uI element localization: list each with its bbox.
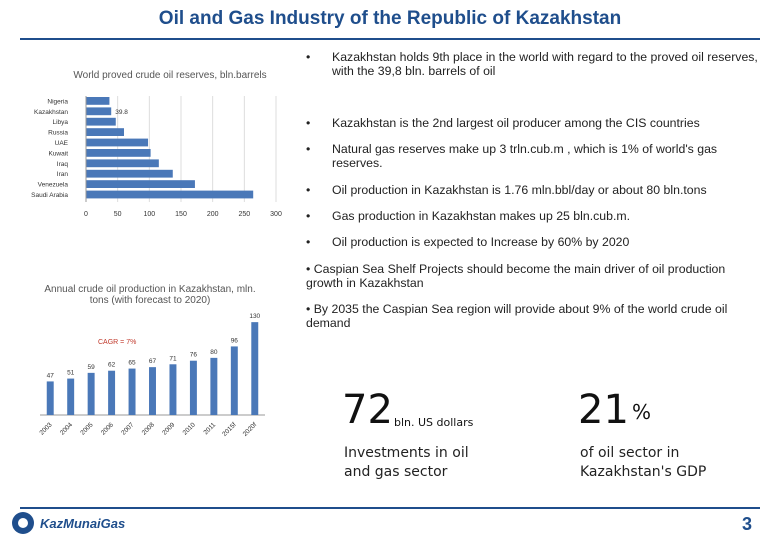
data-label: 80 [210, 349, 218, 356]
page-title: Oil and Gas Industry of the Republic of … [158, 8, 622, 29]
bar [108, 370, 116, 415]
bar [87, 372, 95, 415]
gdp-share-caption: of oil sector in Kazakhstan's GDP [580, 445, 707, 480]
data-label: 130 [249, 313, 260, 320]
bullet-icon: • [306, 235, 311, 249]
bar [251, 322, 259, 415]
cagr-annotation: CAGR = 7% [98, 339, 136, 346]
category-label: UAE [55, 140, 69, 147]
bullet-icon: • [306, 183, 311, 197]
bar [149, 367, 156, 415]
category-label: Iran [57, 171, 69, 178]
bar [230, 346, 238, 415]
bar [86, 190, 254, 199]
investment-unit: bln. US dollars [394, 416, 474, 429]
category-label: Kazakhstan [34, 109, 68, 116]
footer-divider [20, 507, 760, 509]
production-chart: CAGR = 7% 47 2003 51 2004 59 2005 62 2006 65 2007 6… [38, 313, 265, 438]
tick-label: 200 [207, 211, 219, 218]
data-label: 71 [169, 355, 177, 362]
bar [86, 107, 112, 116]
bar [67, 378, 75, 415]
investment-value: 72 [342, 387, 393, 433]
page-number: 3 [741, 514, 752, 534]
tick-label: 250 [238, 211, 250, 218]
tick-label: 2015f [221, 421, 238, 438]
gdp-share-unit: % [632, 400, 652, 424]
tick-label: 2011 [202, 421, 217, 436]
category-label: Venezuela [38, 182, 69, 189]
reserves-chart-title: World proved crude oil reserves, bln.bar… [73, 70, 267, 81]
production-chart-title: Annual crude oil production in Kazakhsta… [44, 284, 256, 306]
category-label: Iraq [57, 161, 69, 168]
data-label: 47 [47, 372, 55, 379]
tick-label: 2007 [120, 421, 135, 436]
category-label: Russia [48, 130, 68, 137]
bar [86, 159, 159, 168]
tick-label: 100 [143, 211, 155, 218]
category-label: Saudi Arabia [31, 192, 68, 199]
reserves-chart: 0 50 100 150 200 250 300 Nigeria Kazakhstan 39.8 L… [31, 96, 282, 218]
tick-label: 0 [84, 211, 88, 218]
title-divider [20, 38, 760, 40]
tick-label: 2020f [242, 421, 259, 438]
tick-label: 2003 [38, 421, 53, 436]
category-label: Libya [52, 119, 68, 126]
investment-caption: Investments in oil and gas sector [344, 445, 469, 480]
tick-label: 2004 [59, 421, 74, 436]
bar [86, 138, 149, 147]
bullet-icon: • [306, 50, 311, 64]
category-label: Nigeria [47, 98, 68, 105]
data-label: 67 [149, 358, 157, 365]
bullet-icon: • [306, 209, 311, 223]
bar [46, 381, 54, 415]
bar [86, 97, 110, 105]
bullet-icon: • [306, 142, 311, 156]
bar [86, 180, 195, 188]
gdp-share-value: 21 [578, 387, 629, 433]
bullet-icon: • [306, 116, 311, 130]
data-label: 65 [128, 360, 136, 367]
bar [86, 128, 124, 136]
tick-label: 2005 [79, 421, 94, 436]
bar [86, 169, 173, 178]
tick-label: 50 [114, 211, 122, 218]
data-label: 62 [108, 362, 116, 369]
tick-label: 2009 [161, 421, 176, 436]
tick-label: 2008 [141, 421, 156, 436]
bar [189, 360, 197, 415]
bar [169, 364, 177, 415]
data-label: 39.8 [115, 109, 128, 116]
bar [86, 149, 151, 157]
tick-label: 2010 [182, 421, 197, 436]
bar [128, 368, 136, 415]
bar [210, 357, 218, 415]
logo-text: KazMunaiGas [40, 515, 126, 531]
logo-icon [12, 512, 34, 534]
company-logo: KazMunaiGas [12, 512, 125, 534]
data-label: 96 [231, 337, 239, 344]
tick-label: 150 [175, 211, 187, 218]
bar [86, 117, 116, 126]
data-label: 76 [190, 352, 198, 359]
tick-label: 2006 [100, 421, 115, 436]
category-label: Kuwait [48, 150, 68, 157]
data-label: 59 [88, 364, 96, 371]
data-label: 51 [67, 370, 75, 377]
tick-label: 300 [270, 211, 282, 218]
